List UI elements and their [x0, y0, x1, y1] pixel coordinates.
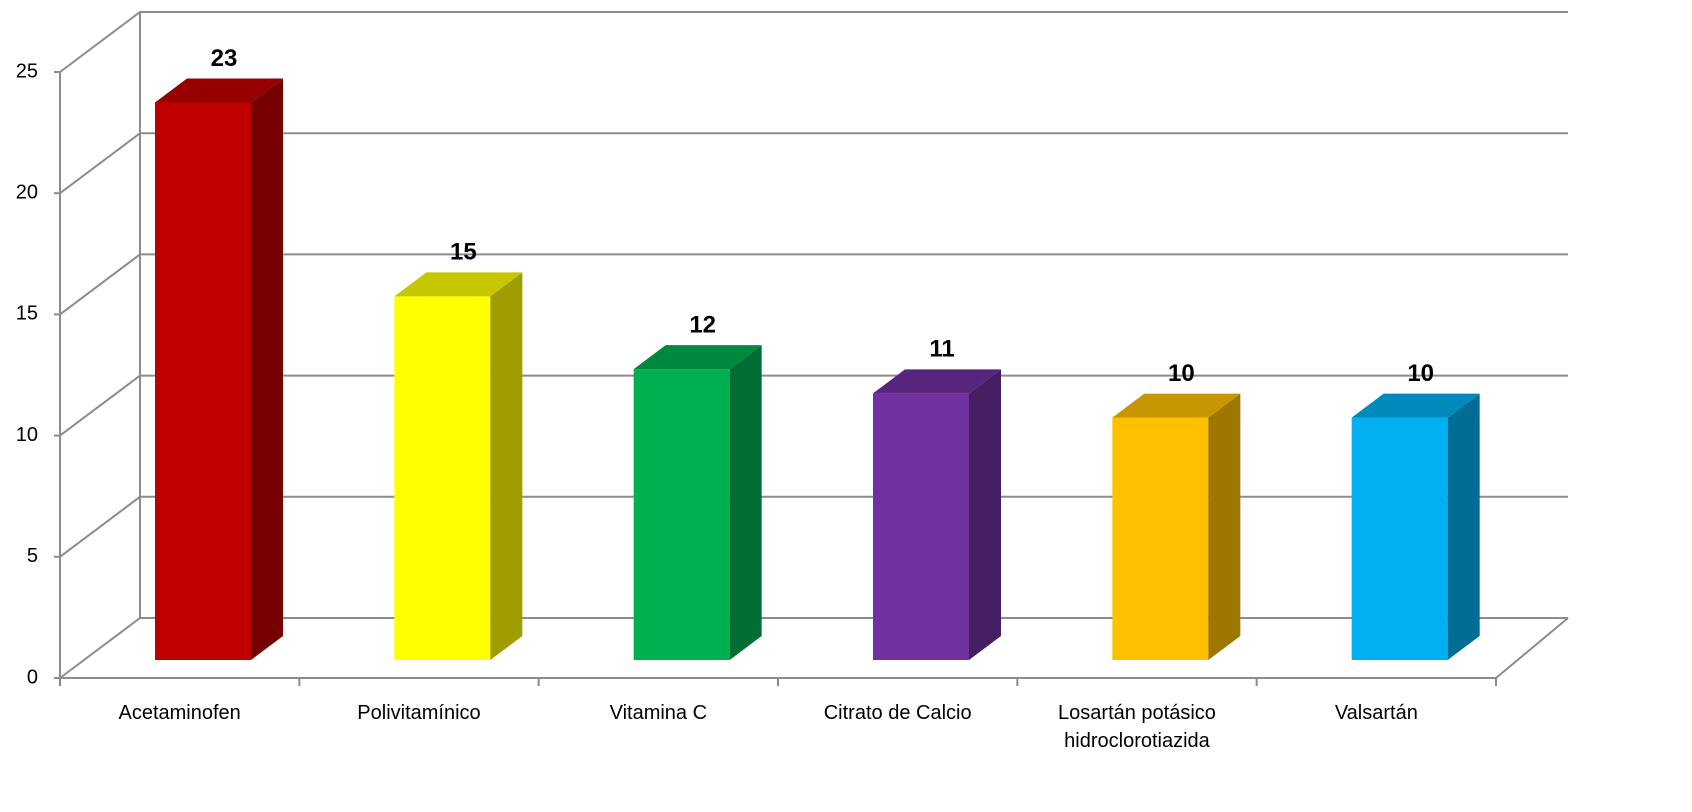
value-label: 11 [929, 336, 954, 363]
y-tick-label: 25 [16, 60, 38, 82]
bar-front [1112, 417, 1209, 660]
bar [873, 369, 1001, 660]
bar-side [490, 272, 523, 660]
bar-top [155, 78, 283, 103]
bar-front [633, 369, 730, 660]
bar-front [394, 296, 491, 660]
x-tick-label: Acetaminofen [118, 702, 241, 724]
y-tick-label: 10 [16, 424, 38, 446]
bar [1112, 393, 1241, 660]
bar-side [729, 345, 762, 660]
bar [633, 345, 762, 660]
grid-line [59, 495, 1568, 558]
x-tick-label: Polivitamínico [357, 702, 481, 724]
bar-side [1208, 393, 1241, 660]
value-label: 15 [450, 239, 477, 266]
bar-top [873, 369, 1001, 394]
y-tick-label: 15 [16, 303, 38, 325]
grid-line [59, 374, 1568, 437]
x-tick-label: Citrato de Calcio [823, 702, 972, 724]
bar-front [155, 102, 251, 661]
y-tick-label: 20 [16, 181, 38, 203]
grid-line [59, 253, 1568, 316]
bar [394, 272, 523, 660]
bar-top [1112, 393, 1241, 418]
bar-front [1351, 417, 1448, 660]
x-tick-label: Valsartán [1334, 702, 1418, 724]
bar-side [1447, 393, 1480, 660]
bar-top [633, 345, 762, 370]
value-label: 10 [1407, 360, 1434, 387]
grid-line [59, 132, 1568, 194]
bar [1351, 393, 1480, 660]
bar-front [873, 393, 969, 660]
bar-top [1351, 393, 1480, 418]
x-tick-label: Losartán potásico hidroclorotiazida [1058, 702, 1216, 752]
value-label: 10 [1168, 360, 1195, 387]
bar [155, 78, 283, 661]
value-label: 12 [689, 311, 716, 338]
value-label: 23 [211, 45, 238, 72]
grid-line [59, 617, 1568, 679]
y-tick-label: 0 [27, 666, 38, 688]
floor [60, 617, 1569, 679]
y-tick-label: 5 [27, 545, 38, 567]
x-tick-label: Vitamina C [609, 702, 708, 724]
bar-side [969, 369, 1001, 660]
grid-line [59, 11, 1568, 73]
bar-top [394, 272, 523, 297]
bar-side [251, 78, 283, 661]
